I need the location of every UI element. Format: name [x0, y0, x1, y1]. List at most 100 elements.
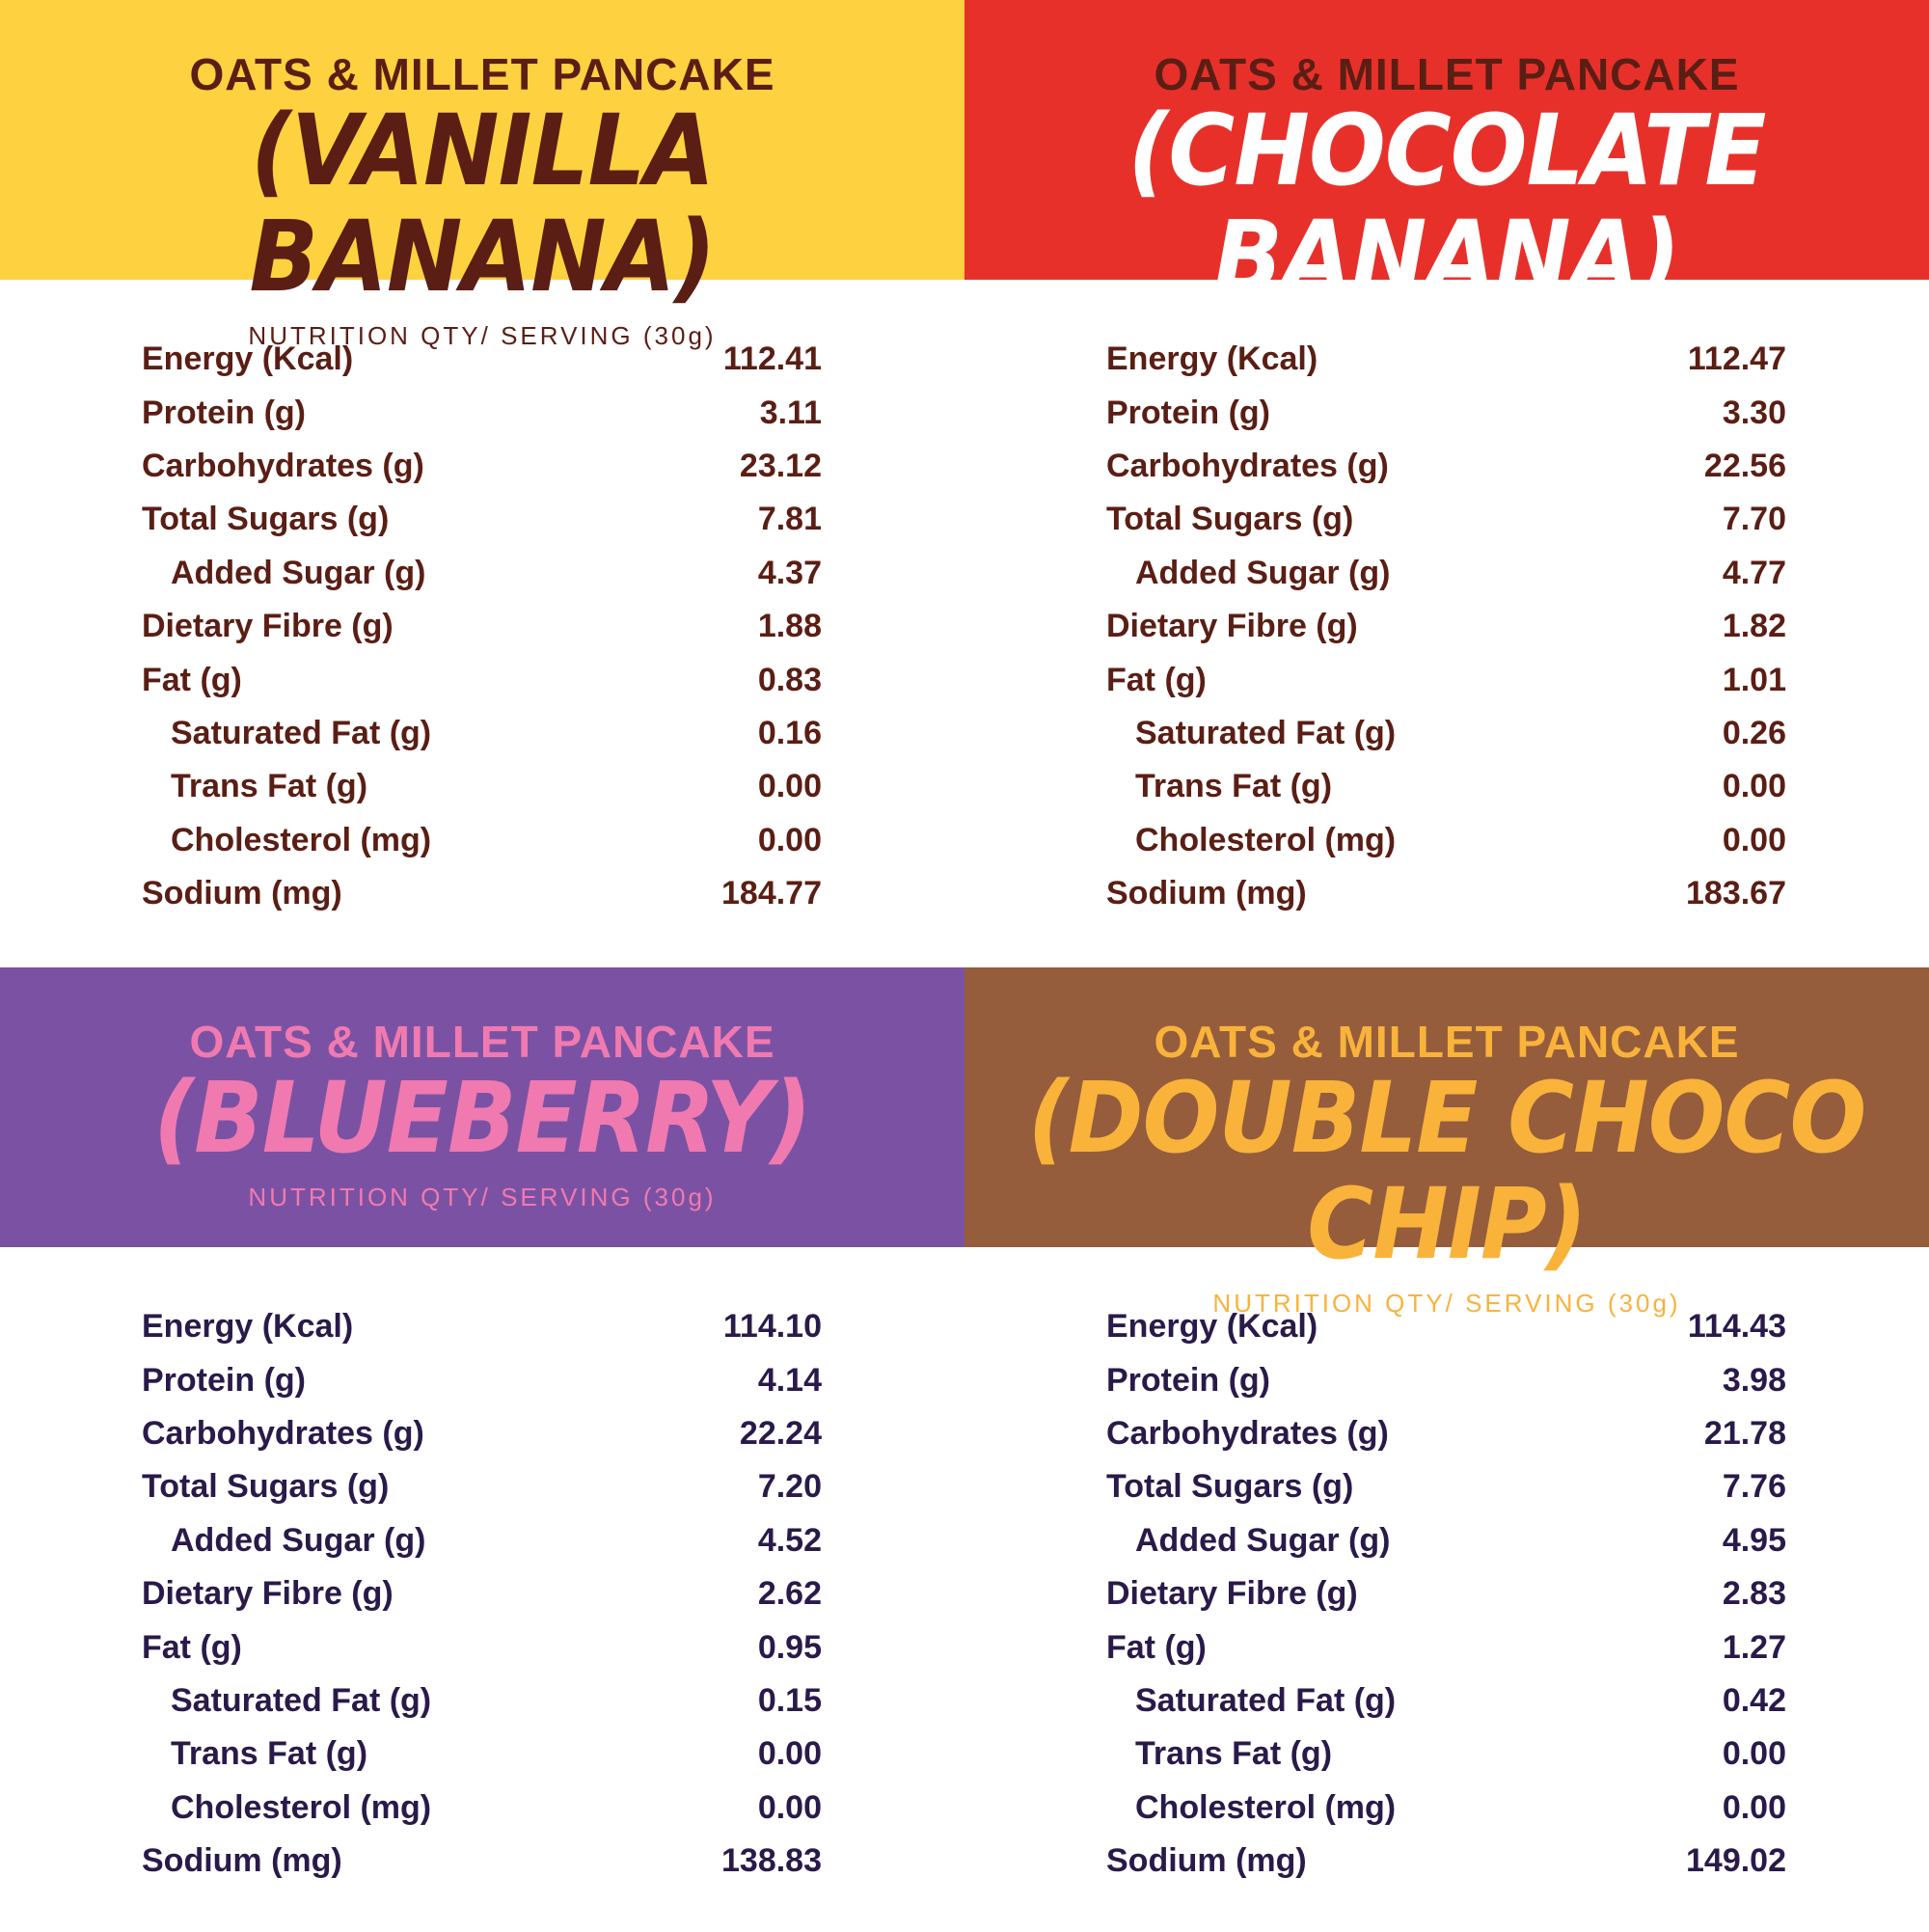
nutrition-table: Energy (Kcal) 112.41 Protein (g) 3.11 Ca…	[142, 333, 822, 920]
nutrition-row: Added Sugar (g) 4.52	[142, 1514, 822, 1567]
nutrient-value: 0.16	[757, 714, 822, 751]
nutrient-label: Dietary Fibre (g)	[142, 1575, 394, 1613]
nutrient-label: Dietary Fibre (g)	[1106, 1575, 1358, 1613]
product-name: OATS & MILLET PANCAKE	[1154, 49, 1740, 99]
product-name: OATS & MILLET PANCAKE	[189, 1017, 775, 1067]
nutrient-value: 1.27	[1722, 1628, 1786, 1666]
nutrient-label: Carbohydrates (g)	[142, 447, 424, 484]
nutrition-table: Energy (Kcal) 114.43 Protein (g) 3.98 Ca…	[1106, 1300, 1786, 1888]
nutrient-value: 0.00	[757, 1788, 822, 1826]
nutrient-label: Added Sugar (g)	[171, 554, 426, 591]
nutrition-row: Added Sugar (g) 4.95	[1106, 1514, 1786, 1567]
nutrient-label: Added Sugar (g)	[1135, 1521, 1391, 1559]
nutrition-row: Trans Fat (g) 0.00	[142, 760, 822, 813]
nutrient-value: 1.82	[1722, 608, 1786, 645]
panel-double-choco-chip: OATS & MILLET PANCAKE (DOUBLE CHOCO CHIP…	[964, 967, 1929, 1932]
nutrition-row: Carbohydrates (g) 22.24	[142, 1407, 822, 1460]
nutrition-row: Sodium (mg) 149.02	[1106, 1835, 1786, 1888]
nutrient-label: Fat (g)	[142, 1628, 242, 1666]
nutrition-row: Total Sugars (g) 7.70	[1106, 493, 1786, 546]
nutrient-label: Sodium (mg)	[1106, 875, 1307, 912]
nutrition-row: Sodium (mg) 184.77	[142, 867, 822, 920]
nutrient-value: 112.41	[722, 340, 822, 378]
nutrient-label: Cholesterol (mg)	[171, 821, 432, 858]
nutrient-value: 0.00	[1722, 821, 1786, 858]
nutrient-value: 7.81	[757, 501, 822, 538]
nutrient-label: Saturated Fat (g)	[1135, 1681, 1397, 1719]
nutrition-row: Cholesterol (mg) 0.00	[1106, 814, 1786, 867]
nutrient-label: Trans Fat (g)	[1135, 768, 1333, 805]
nutrient-value: 0.00	[757, 821, 822, 858]
flavor-title: (VANILLA BANANA)	[249, 94, 717, 314]
nutrition-row: Protein (g) 3.98	[1106, 1353, 1786, 1406]
nutrient-value: 7.20	[757, 1468, 822, 1506]
nutrient-label: Trans Fat (g)	[171, 768, 368, 805]
nutrient-label: Fat (g)	[1106, 1628, 1207, 1666]
nutrition-row: Carbohydrates (g) 21.78	[1106, 1407, 1786, 1460]
nutrient-label: Total Sugars (g)	[142, 1468, 390, 1506]
nutrition-row: Total Sugars (g) 7.81	[142, 493, 822, 546]
nutrition-row: Cholesterol (mg) 0.00	[142, 1782, 822, 1835]
nutrition-row: Sodium (mg) 138.83	[142, 1835, 822, 1888]
nutrient-label: Trans Fat (g)	[171, 1735, 368, 1773]
nutrient-value: 149.02	[1686, 1842, 1786, 1880]
nutrition-row: Protein (g) 4.14	[142, 1353, 822, 1406]
nutrient-label: Cholesterol (mg)	[171, 1788, 432, 1826]
panel-header: OATS & MILLET PANCAKE (BLUEBERRY) NUTRIT…	[0, 967, 964, 1247]
nutrition-row: Saturated Fat (g) 0.42	[1106, 1674, 1786, 1728]
nutrition-table: Energy (Kcal) 112.47 Protein (g) 3.30 Ca…	[1106, 333, 1786, 920]
panel-blueberry: OATS & MILLET PANCAKE (BLUEBERRY) NUTRIT…	[0, 967, 964, 1932]
nutrition-row: Saturated Fat (g) 0.26	[1106, 707, 1786, 760]
nutrition-row: Fat (g) 1.01	[1106, 653, 1786, 706]
nutrient-label: Carbohydrates (g)	[1106, 1414, 1389, 1452]
nutrient-label: Energy (Kcal)	[1106, 340, 1318, 378]
panel-chocolate-banana: OATS & MILLET PANCAKE (CHOCOLATE BANANA)…	[964, 0, 1929, 965]
serving-note: NUTRITION QTY/ SERVING (30g)	[248, 1183, 717, 1211]
nutrient-label: Fat (g)	[142, 661, 242, 698]
nutrient-value: 3.98	[1722, 1361, 1786, 1399]
nutrition-table: Energy (Kcal) 114.10 Protein (g) 4.14 Ca…	[142, 1300, 822, 1888]
nutrition-row: Energy (Kcal) 112.47	[1106, 333, 1786, 386]
nutrition-row: Fat (g) 1.27	[1106, 1620, 1786, 1673]
nutrient-label: Added Sugar (g)	[1135, 554, 1391, 591]
nutrition-row: Trans Fat (g) 0.00	[1106, 760, 1786, 813]
nutrient-value: 23.12	[739, 447, 822, 484]
nutrient-value: 4.52	[757, 1521, 822, 1559]
nutrition-row: Trans Fat (g) 0.00	[1106, 1728, 1786, 1781]
nutrient-value: 0.00	[1722, 1788, 1786, 1826]
nutrition-row: Energy (Kcal) 114.10	[142, 1300, 822, 1353]
panel-vanilla-banana: OATS & MILLET PANCAKE (VANILLA BANANA) N…	[0, 0, 964, 965]
nutrient-label: Protein (g)	[142, 394, 306, 431]
nutrition-row: Protein (g) 3.11	[142, 386, 822, 439]
nutrition-row: Fat (g) 0.95	[142, 1620, 822, 1673]
nutrient-label: Carbohydrates (g)	[1106, 447, 1389, 484]
flavor-title: (CHOCOLATE BANANA)	[1128, 94, 1766, 314]
nutrient-value: 0.95	[757, 1628, 822, 1666]
nutrient-label: Saturated Fat (g)	[1135, 714, 1397, 751]
nutrient-label: Dietary Fibre (g)	[142, 608, 394, 645]
panel-header: OATS & MILLET PANCAKE (VANILLA BANANA) N…	[0, 0, 964, 350]
nutrient-value: 0.42	[1722, 1681, 1786, 1719]
nutrient-value: 0.00	[1722, 1735, 1786, 1773]
nutrient-value: 0.15	[757, 1681, 822, 1719]
nutrient-label: Protein (g)	[1106, 394, 1270, 431]
nutrient-label: Protein (g)	[142, 1361, 306, 1399]
nutrient-value: 3.11	[759, 394, 822, 431]
nutrient-label: Total Sugars (g)	[1106, 1468, 1354, 1506]
nutrient-label: Protein (g)	[1106, 1361, 1270, 1399]
nutrient-label: Trans Fat (g)	[1135, 1735, 1333, 1773]
nutrient-label: Energy (Kcal)	[142, 340, 354, 378]
nutrient-label: Energy (Kcal)	[142, 1308, 354, 1346]
product-name: OATS & MILLET PANCAKE	[189, 49, 775, 99]
product-name: OATS & MILLET PANCAKE	[1154, 1017, 1740, 1067]
nutrition-row: Dietary Fibre (g) 2.83	[1106, 1567, 1786, 1620]
nutrition-row: Dietary Fibre (g) 1.88	[142, 600, 822, 653]
nutrition-row: Energy (Kcal) 112.41	[142, 333, 822, 386]
nutrient-value: 114.43	[1687, 1308, 1786, 1346]
nutrition-row: Total Sugars (g) 7.20	[142, 1460, 822, 1513]
nutrient-label: Cholesterol (mg)	[1135, 821, 1397, 858]
nutrient-label: Sodium (mg)	[142, 1842, 342, 1880]
panel-header: OATS & MILLET PANCAKE (DOUBLE CHOCO CHIP…	[964, 967, 1929, 1318]
nutrient-value: 4.95	[1722, 1521, 1786, 1559]
nutrient-value: 112.47	[1687, 340, 1786, 378]
